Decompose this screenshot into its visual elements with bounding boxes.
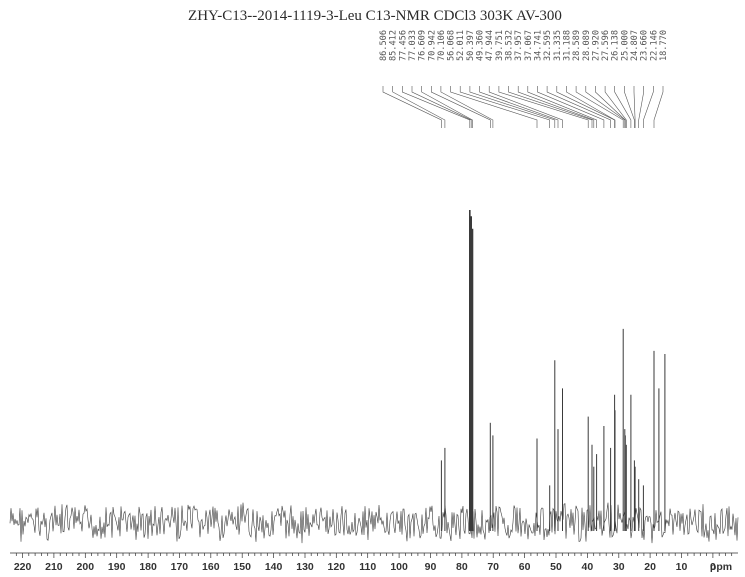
x-axis-unit-label: ppm <box>710 561 732 573</box>
peak-label: 70.106 <box>437 30 447 61</box>
x-tick-label: 70 <box>487 561 499 573</box>
peak-label: 39.751 <box>495 30 505 61</box>
peak-label: 76.609 <box>418 30 428 61</box>
x-tick-label: 20 <box>644 561 656 573</box>
x-tick-label: 120 <box>328 561 346 573</box>
peak-label-connector <box>392 86 446 128</box>
peak-label: 25.000 <box>620 30 630 61</box>
peak-label: 86.506 <box>379 30 389 61</box>
spectrum-peak-group <box>440 210 666 531</box>
peak-label-connector <box>624 86 635 128</box>
peak-label-connector <box>498 86 589 128</box>
x-tick-label: 100 <box>390 561 408 573</box>
peak-label: 77.456 <box>398 30 408 61</box>
peak-label: 50.397 <box>466 30 476 61</box>
peak-label: 22.146 <box>649 30 659 61</box>
peak-label-connector <box>479 86 559 128</box>
peak-label: 26.138 <box>611 30 621 61</box>
peak-label-connector <box>566 86 616 128</box>
peak-label-connector <box>459 86 550 128</box>
x-tick-label: 130 <box>296 561 314 573</box>
peak-label-group: 86.506 85.412 77.456 77.033 76.609 70.942 70.1… <box>379 30 669 61</box>
x-tick-label: 60 <box>519 561 531 573</box>
peak-label-connector <box>402 86 471 128</box>
peak-label-connector <box>537 86 605 128</box>
peak-label-connector <box>546 86 611 128</box>
peak-label: 23.660 <box>640 30 650 61</box>
peak-label: 27.596 <box>601 30 611 61</box>
x-tick-label: 190 <box>108 561 126 573</box>
peak-label: 85.412 <box>389 30 399 61</box>
peak-label-connector <box>450 86 538 128</box>
peak-label-connector <box>653 86 664 128</box>
x-tick-label: 110 <box>359 561 376 573</box>
peak-label: 28.589 <box>572 30 582 61</box>
x-tick-label: 50 <box>550 561 562 573</box>
x-tick-label: 220 <box>14 561 32 573</box>
x-tick-label: 150 <box>233 561 251 573</box>
peak-label: 38.532 <box>505 30 515 61</box>
x-tick-label: 10 <box>676 561 688 573</box>
peak-label: 77.033 <box>408 30 418 61</box>
peak-label-connector <box>595 86 626 128</box>
x-tick-label: 160 <box>202 561 220 573</box>
peak-label-connector <box>508 86 593 128</box>
peak-label-connector <box>585 86 626 128</box>
peak-label: 56.068 <box>447 30 457 61</box>
peak-label-connector <box>440 86 494 128</box>
peak-label: 47.944 <box>485 30 495 61</box>
peak-label: 18.770 <box>659 30 669 61</box>
peak-label: 28.089 <box>582 30 592 61</box>
peak-connector-group <box>382 86 664 128</box>
x-tick-label: 180 <box>139 561 157 573</box>
x-tick-label: 170 <box>171 561 189 573</box>
peak-label: 27.920 <box>591 30 601 61</box>
peak-label-connector <box>469 86 556 128</box>
x-tick-label: 0 <box>710 561 716 573</box>
peak-label: 31.188 <box>562 30 572 61</box>
x-axis: 220 210 200 190 180 170 160 150 140 130 120 110 100 9… <box>10 552 738 573</box>
peak-label-connector <box>488 86 563 128</box>
peak-label-connector <box>604 86 627 128</box>
x-tick-label: 40 <box>582 561 594 573</box>
peak-label-connector <box>556 86 615 128</box>
x-tick-label: 140 <box>265 561 283 573</box>
chart-title: ZHY-C13--2014-1119-3-Leu C13-NMR CDCl3 3… <box>188 8 562 24</box>
peak-label-connector <box>431 86 491 128</box>
peak-label-connector <box>643 86 654 128</box>
peak-label: 49.360 <box>476 30 486 61</box>
peak-label-connector <box>638 86 644 128</box>
spectrum-noise-trace <box>9 502 739 544</box>
peak-label-connector <box>382 86 442 128</box>
peak-label-connector <box>575 86 624 128</box>
peak-label: 52.011 <box>456 30 466 61</box>
x-tick-label: 210 <box>45 561 63 573</box>
peak-label: 70.942 <box>427 30 437 61</box>
peak-label: 34.741 <box>534 30 544 61</box>
peak-label: 31.335 <box>553 30 563 61</box>
peak-label: 37.957 <box>514 30 524 61</box>
peak-label-connector <box>517 86 595 128</box>
x-tick-label: 90 <box>425 561 437 573</box>
peak-label-connector <box>411 86 472 128</box>
peak-label: 24.807 <box>630 30 640 61</box>
x-tick-label: 30 <box>613 561 625 573</box>
peak-label-connector <box>633 86 636 128</box>
peak-label-connector <box>421 86 473 128</box>
peak-label: 37.067 <box>524 30 534 61</box>
peak-label-connector <box>527 86 597 128</box>
peak-label: 32.595 <box>543 30 553 61</box>
x-tick-label: 200 <box>77 561 95 573</box>
x-tick-label: 80 <box>456 561 468 573</box>
peak-label-connector <box>614 86 632 128</box>
